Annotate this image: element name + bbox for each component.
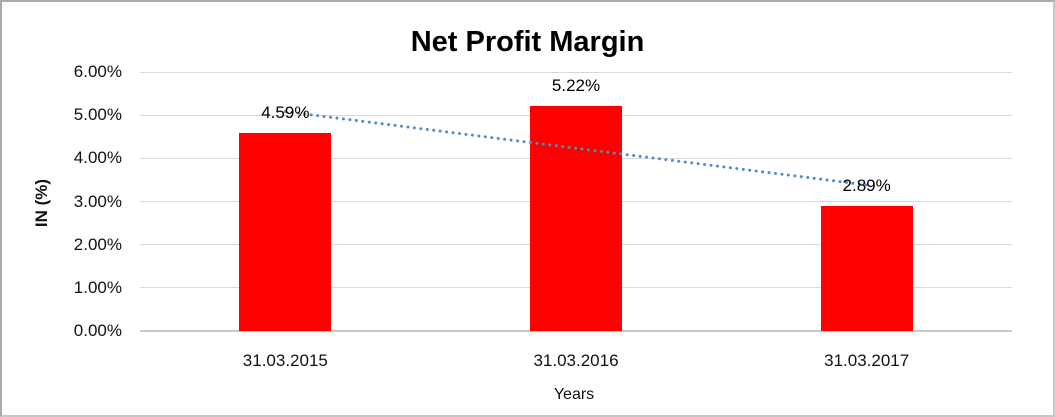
y-tick-label: 4.00% bbox=[73, 148, 122, 168]
bar-31.03.2016 bbox=[530, 105, 622, 331]
x-tick-label: 31.03.2016 bbox=[533, 351, 619, 370]
y-tick-label: 6.00% bbox=[73, 62, 122, 81]
x-tick-label: 31.03.2017 bbox=[824, 351, 910, 370]
y-tick-label: 2.00% bbox=[73, 234, 122, 254]
chart-title: Net Profit Margin bbox=[410, 26, 645, 58]
gridline bbox=[140, 330, 1012, 332]
y-tick-label: 0.00% bbox=[73, 321, 122, 340]
y-tick-label: 1.00% bbox=[73, 277, 122, 297]
data-label: 5.22% bbox=[551, 75, 601, 95]
plot-area: 4.59% 5.22% 2.89% bbox=[140, 71, 1012, 332]
bar-31.03.2017 bbox=[820, 206, 913, 331]
gridline bbox=[140, 71, 1012, 73]
x-axis-title: Years bbox=[553, 386, 595, 403]
bar-31.03.2015 bbox=[239, 132, 332, 331]
x-tick-label: 31.03.2015 bbox=[242, 351, 328, 370]
trendline bbox=[283, 110, 869, 187]
data-label: 2.89% bbox=[842, 176, 891, 196]
y-tick-label: 5.00% bbox=[73, 105, 122, 125]
data-label: 4.59% bbox=[261, 102, 310, 122]
y-tick-label: 3.00% bbox=[73, 191, 122, 211]
